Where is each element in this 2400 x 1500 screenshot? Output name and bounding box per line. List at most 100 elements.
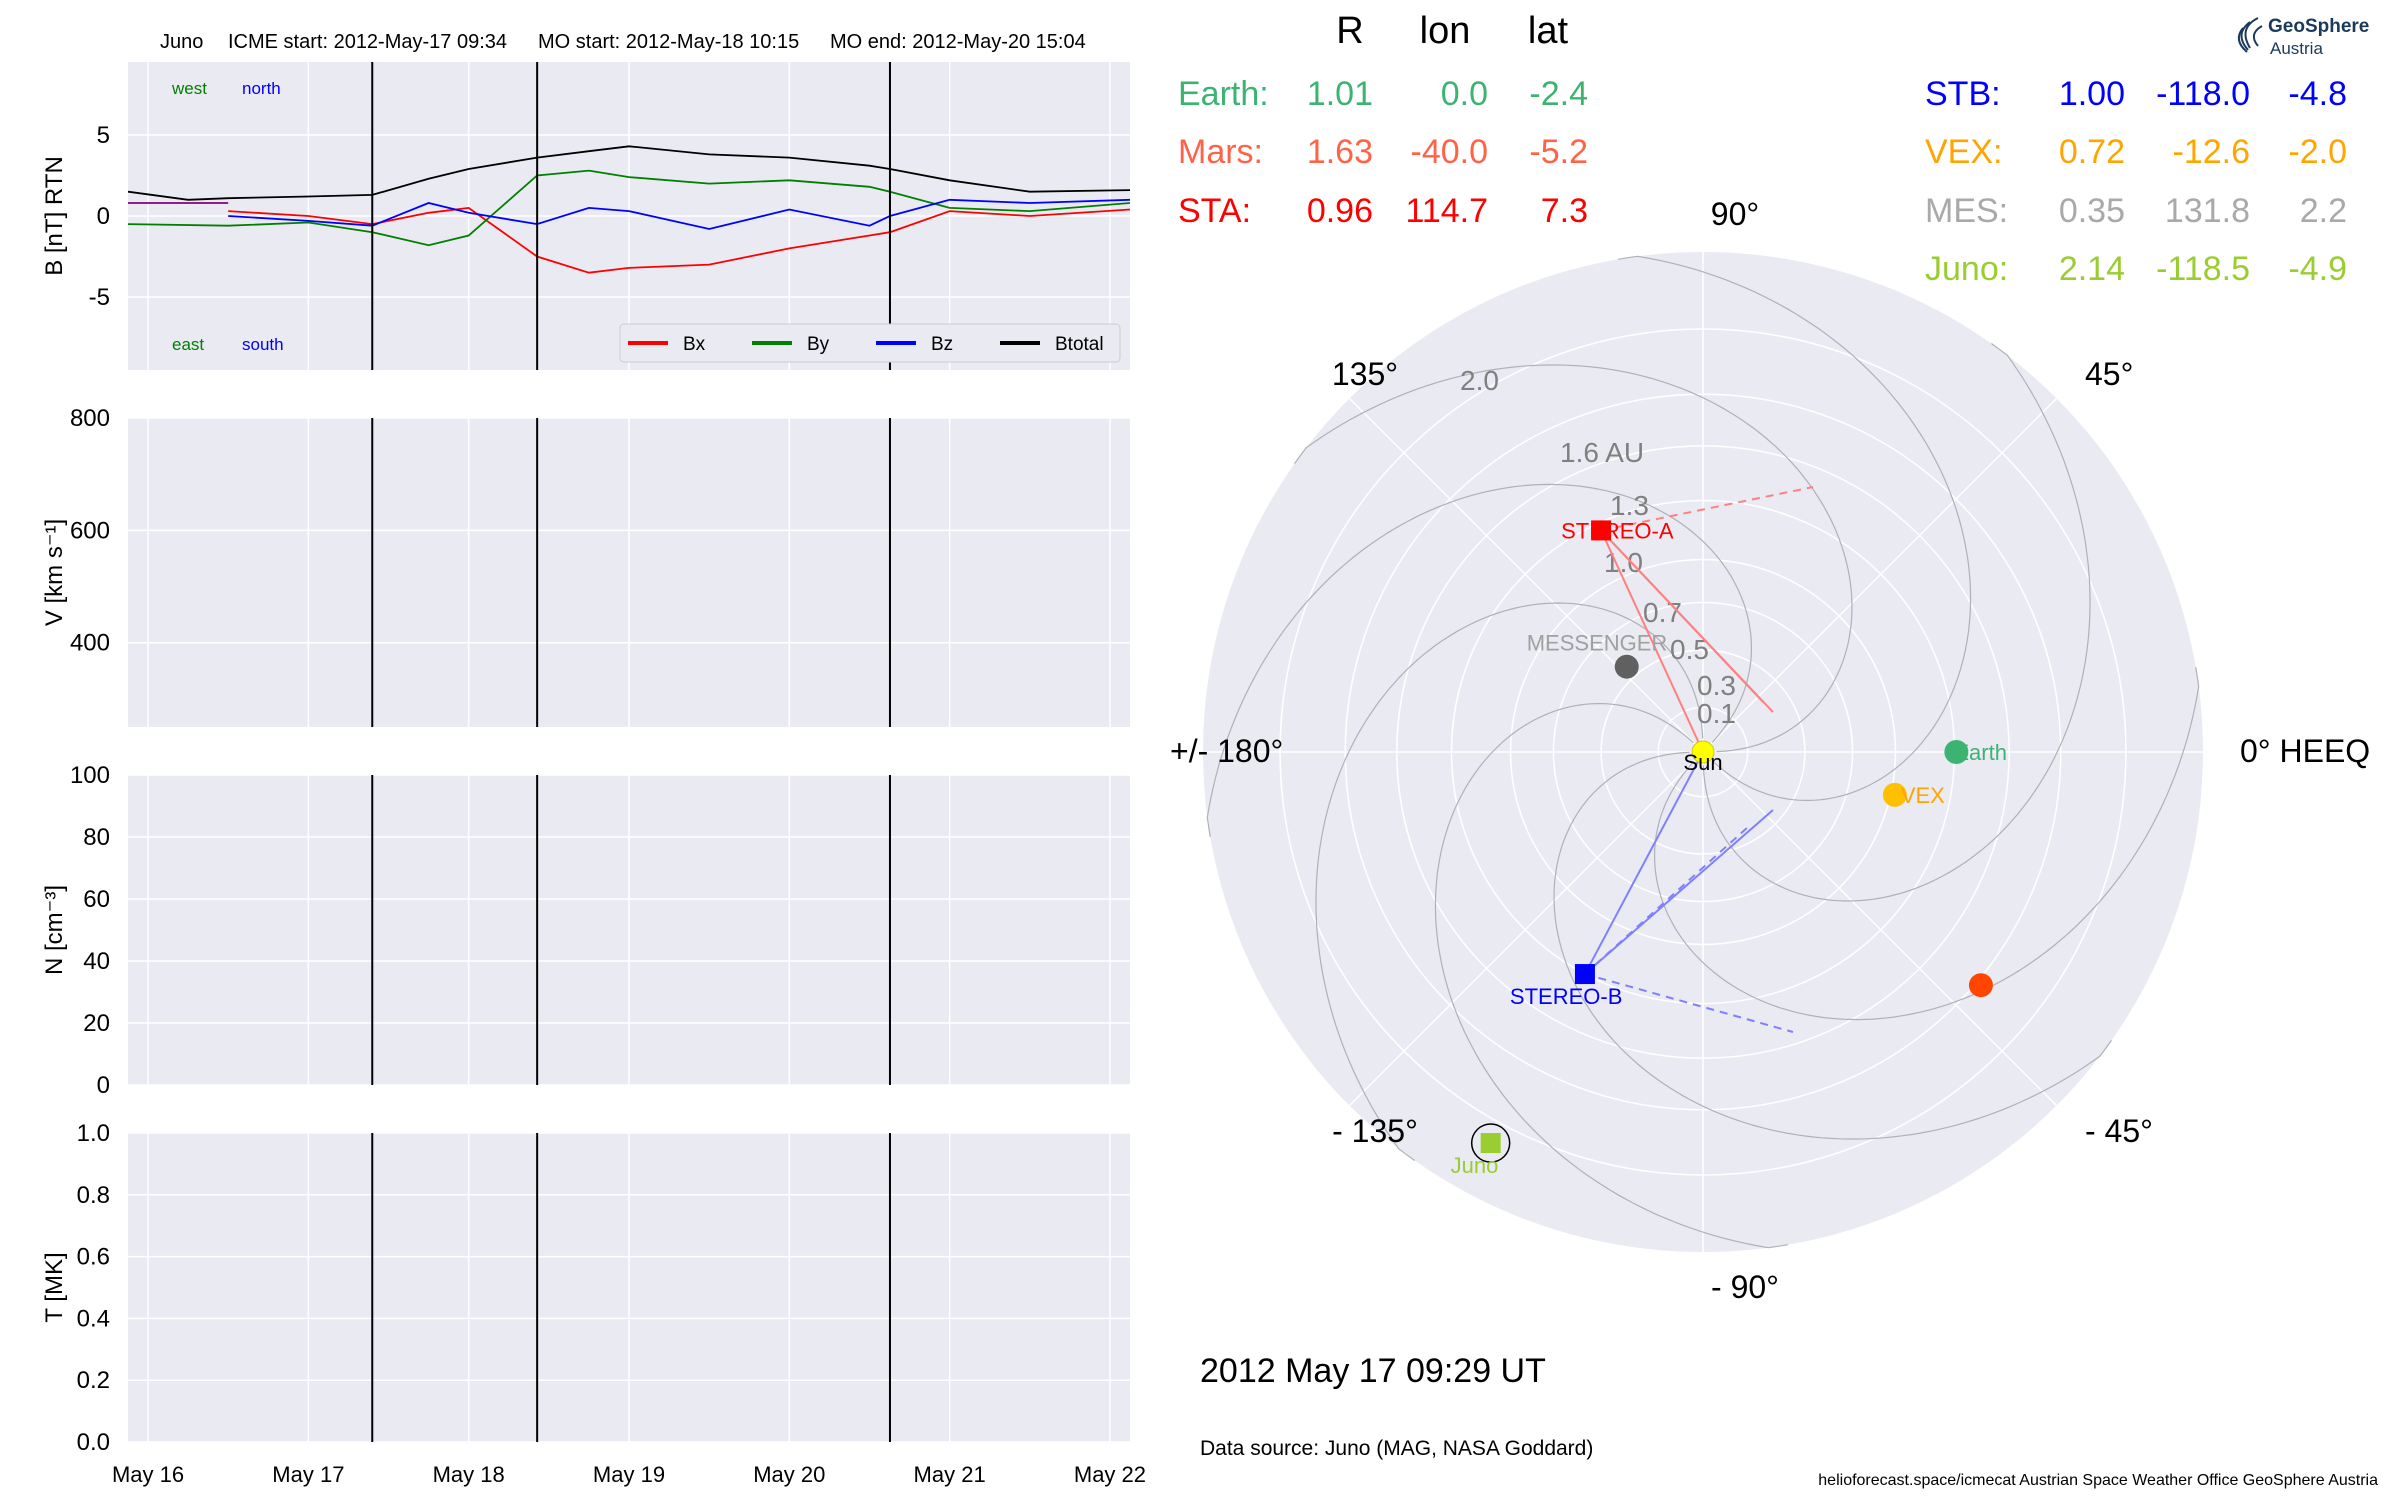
table-lat: 7.3 [1541, 192, 1588, 230]
y-tick-label: 0.2 [77, 1367, 110, 1394]
body-label: VEX [1901, 783, 1945, 808]
series-line-by [128, 169, 1130, 247]
y-tick-label: 0 [97, 1072, 110, 1099]
legend-label-bx: Bx [683, 334, 706, 355]
x-tick-label: May 19 [593, 1462, 665, 1487]
body-label: Sun [1683, 750, 1722, 775]
y-tick-label: 800 [70, 405, 110, 432]
body-vex: VEX [1882, 782, 1945, 808]
panel-magnetic-field: -5 0 5 B [nT] RTN west north east south Bx By Bz Bt… [41, 62, 1130, 370]
timestamp: 2012 May 17 09:29 UT [1200, 1352, 1546, 1390]
series-line-btotal [128, 145, 1130, 201]
table-lon: 114.7 [1405, 192, 1488, 230]
y-tick-label: 1.0 [77, 1120, 110, 1147]
table-lon: 0.0 [1441, 75, 1488, 113]
table-lon: -118.0 [2156, 75, 2250, 113]
body-stereo-b: STEREO-B [1510, 964, 1622, 1009]
y-tick-label: -5 [89, 284, 110, 311]
spiral-line [1294, 364, 1853, 753]
table-name: VEX: [1925, 133, 2002, 171]
body-label: Juno [1451, 1153, 1499, 1178]
table-name: Mars: [1178, 133, 1263, 171]
radial-label: 0.3 [1697, 670, 1736, 701]
legend: Bx By Bz Btotal [619, 323, 1121, 363]
x-tick-label: May 22 [1074, 1462, 1146, 1487]
table-r: 0.35 [2059, 192, 2125, 230]
angle-label: 45° [2085, 356, 2133, 392]
body-marker [1944, 740, 1969, 764]
stb-line [1584, 809, 1774, 975]
table-r: 1.00 [2059, 75, 2125, 113]
stb-dashed-line [1584, 973, 1794, 1033]
annotation-south: south [242, 335, 284, 354]
spiral-line [1434, 702, 1788, 1249]
angle-label: +/- 180° [1170, 733, 1283, 769]
polar-spoke [1348, 751, 1704, 1107]
y-tick-label: 80 [83, 824, 110, 851]
polar-spoke [1702, 751, 2058, 1107]
body-label: Earth [1954, 740, 2007, 765]
body-marker [1480, 1133, 1501, 1154]
polar-spoke [1702, 397, 2058, 753]
spiral-line [1553, 751, 2112, 1140]
table-lon: -40.0 [1411, 133, 1489, 171]
x-tick-label: May 18 [433, 1462, 505, 1487]
y-tick-label: 600 [70, 517, 110, 544]
footer-credits: helioforecast.space/icmecat Austrian Spa… [1818, 1472, 2378, 1489]
angle-label: - 45° [2085, 1113, 2153, 1149]
sta-sun-line [1600, 529, 1704, 753]
table-lat: -4.8 [2288, 75, 2347, 113]
table-r: 2.14 [2059, 250, 2125, 288]
table-name: STB: [1925, 75, 2001, 113]
table-r: 1.63 [1307, 133, 1373, 171]
y-tick-label: 0.6 [77, 1244, 110, 1271]
spiral-line [1702, 343, 2091, 902]
table-r: 0.72 [2059, 133, 2125, 171]
spiral-line [1653, 667, 2200, 1021]
y-tick-label: 400 [70, 630, 110, 657]
body-earth: Earth [1944, 740, 2007, 765]
y-tick-label: 0.8 [77, 1182, 110, 1209]
angle-label: 0° HEEQ [2240, 733, 2370, 769]
table-header-lat: lat [1528, 10, 1569, 52]
legend-label-by: By [807, 334, 830, 355]
angle-label: - 135° [1332, 1113, 1418, 1149]
table-lon: 131.8 [2165, 192, 2250, 230]
body-mars [1968, 973, 1993, 998]
logo-swirl-icon [2237, 17, 2263, 53]
table-lon: -12.6 [2173, 133, 2251, 171]
legend-label-bz: Bz [931, 334, 953, 355]
sta-line [1600, 529, 1774, 713]
stb-view-lines [1584, 751, 1794, 1033]
table-header-r: R [1336, 10, 1363, 52]
table-name: Juno: [1925, 250, 2008, 288]
sta-view-lines [1600, 486, 1814, 753]
y-tick-label: 100 [70, 762, 110, 789]
y-axis-label: N [cm⁻³] [41, 885, 68, 975]
panel-density: 0 20 40 60 80 100 N [cm⁻³] [41, 762, 1130, 1099]
table-name: MES: [1925, 192, 2008, 230]
stb-dashed-line [1584, 826, 1749, 975]
table-lat: -2.0 [2288, 133, 2347, 171]
juno-marker-ring [1470, 1123, 1511, 1163]
x-tick-label: May 21 [914, 1462, 986, 1487]
radial-label: 2.0 [1460, 365, 1499, 396]
annotation-north: north [242, 79, 281, 98]
body-marker [1691, 740, 1715, 764]
time-series-panels: -5 0 5 B [nT] RTN west north east south Bx By Bz Bt… [41, 62, 1146, 1487]
table-lat: -5.2 [1529, 133, 1588, 171]
body-marker [1614, 654, 1639, 679]
spiral-line [1618, 255, 1972, 802]
body-stereo-a: STEREO-A [1561, 518, 1674, 543]
body-marker [1968, 973, 1993, 998]
body-label: MESSENGER [1527, 631, 1668, 656]
stb-sun-line [1584, 751, 1704, 975]
y-tick-label: 0 [97, 203, 110, 230]
body-juno: Juno [1451, 1123, 1511, 1178]
body-label: STEREO-A [1561, 518, 1674, 543]
table-header-lon: lon [1420, 10, 1471, 52]
body-messenger: MESSENGER [1527, 631, 1668, 679]
annotation-west: west [171, 79, 207, 98]
